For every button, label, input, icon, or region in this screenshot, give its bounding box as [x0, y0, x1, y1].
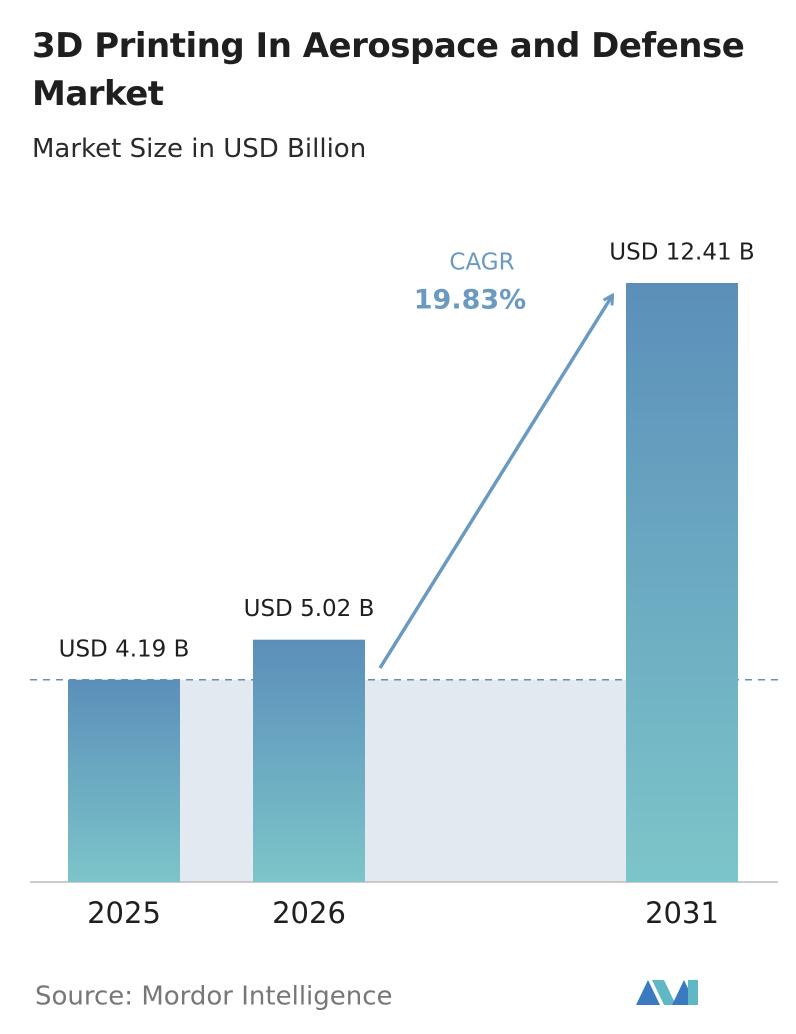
cagr-arrow [378, 296, 612, 669]
x-tick-label: 2031 [645, 896, 719, 930]
cagr-value: 19.83% [414, 285, 526, 316]
value-label: USD 12.41 B [609, 240, 754, 266]
chart-title: 3D Printing In Aerospace and Defense Mar… [32, 26, 745, 114]
value-label: USD 4.19 B [59, 636, 190, 662]
value-label: USD 5.02 B [244, 596, 375, 622]
bar [68, 679, 180, 882]
bar [253, 639, 365, 882]
bar [626, 283, 738, 882]
source: Source: Mordor Intelligence [35, 982, 393, 1012]
cagr-label: CAGR [449, 250, 514, 276]
x-tick-label: 2026 [272, 896, 346, 930]
x-tick-label: 2025 [87, 896, 161, 930]
logo [636, 980, 698, 1005]
chart-subtitle: Market Size in USD Billion [32, 134, 367, 164]
